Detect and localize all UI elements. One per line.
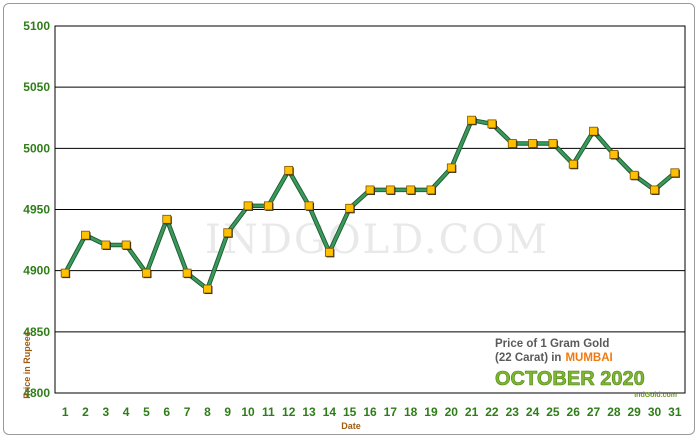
x-tick-31: 31	[668, 405, 682, 419]
data-point-19	[426, 185, 436, 195]
data-point-26	[568, 159, 578, 169]
data-point-7	[182, 268, 192, 278]
x-tick-8: 8	[204, 405, 211, 419]
data-point-1	[60, 268, 70, 278]
data-point-13	[304, 201, 314, 211]
data-point-22	[487, 119, 497, 129]
x-tick-12: 12	[282, 405, 296, 419]
x-tick-3: 3	[102, 405, 109, 419]
x-tick-22: 22	[485, 405, 499, 419]
y-tick-5000: 5000	[23, 141, 50, 155]
data-point-30	[650, 185, 659, 195]
chart-frame	[3, 3, 695, 435]
data-point-12	[284, 165, 294, 175]
x-tick-13: 13	[302, 405, 316, 419]
x-tick-11: 11	[262, 405, 275, 419]
x-tick-19: 19	[424, 405, 438, 419]
x-tick-23: 23	[506, 405, 520, 419]
x-tick-28: 28	[607, 405, 621, 419]
data-point-17	[385, 185, 395, 195]
caption-line1: Price of 1 Gram Gold	[495, 338, 609, 350]
x-tick-10: 10	[241, 405, 255, 419]
data-point-8	[203, 284, 212, 294]
x-tick-17: 17	[384, 405, 398, 419]
data-point-28	[609, 150, 619, 159]
caption-city: MUMBAI	[565, 352, 612, 364]
x-tick-15: 15	[343, 405, 357, 419]
data-point-6	[162, 214, 172, 224]
data-point-24	[528, 139, 537, 148]
data-point-14	[324, 247, 334, 257]
data-point-2	[81, 230, 90, 240]
caption-line2-prefix: (22 Carat) in	[495, 352, 561, 364]
data-point-5	[142, 268, 151, 278]
series-gold-price	[60, 115, 680, 295]
caption-line2: (22 Carat) in MUMBAI	[495, 352, 613, 364]
x-axis-title: Date	[341, 421, 361, 431]
data-point-4	[121, 240, 131, 250]
data-point-16	[365, 185, 375, 195]
x-tick-25: 25	[546, 405, 560, 419]
x-tick-1: 1	[62, 405, 69, 419]
data-point-29	[629, 170, 639, 180]
x-tick-14: 14	[323, 405, 337, 419]
watermark: INDGOLD.COM	[205, 217, 549, 263]
data-point-20	[446, 163, 456, 173]
data-point-21	[467, 115, 477, 125]
chart-caption: Price of 1 Gram Gold (22 Carat) in MUMBAI…	[495, 338, 677, 399]
y-tick-4850: 4850	[23, 325, 50, 339]
data-point-3	[101, 240, 111, 250]
x-tick-5: 5	[143, 405, 150, 419]
data-point-9	[223, 228, 233, 238]
data-point-10	[243, 201, 253, 211]
data-point-18	[406, 185, 416, 195]
caption-month: OCTOBER 2020	[495, 368, 645, 390]
y-tick-5100: 5100	[23, 19, 50, 33]
x-tick-18: 18	[404, 405, 418, 419]
y-tick-labels: 4800 4850 4900 4950 5000 5050 5100	[23, 19, 50, 400]
x-tick-20: 20	[445, 405, 459, 419]
data-point-25	[548, 139, 558, 148]
series-line	[64, 118, 676, 291]
x-tick-16: 16	[363, 405, 377, 419]
x-tick-6: 6	[163, 405, 170, 419]
x-tick-26: 26	[567, 405, 581, 419]
y-tick-4900: 4900	[23, 264, 50, 278]
x-tick-29: 29	[628, 405, 642, 419]
data-point-23	[507, 139, 517, 148]
data-point-11	[263, 201, 273, 211]
y-axis-title: Price in Rupees	[22, 331, 32, 399]
x-tick-27: 27	[587, 405, 601, 419]
x-tick-24: 24	[526, 405, 540, 419]
y-tick-5050: 5050	[23, 80, 50, 94]
data-point-31	[670, 168, 680, 178]
x-tick-2: 2	[82, 405, 89, 419]
plot-border	[54, 25, 686, 394]
x-tick-9: 9	[224, 405, 231, 419]
x-tick-labels: 1 2 3 4 5 6 7 8 9 10 11 12 13 14 15 16 17 18 19 20 21 22 23 24 2…	[62, 405, 682, 419]
y-tick-4800: 4800	[23, 386, 50, 400]
x-tick-30: 30	[648, 405, 662, 419]
x-tick-4: 4	[123, 405, 130, 419]
x-tick-7: 7	[184, 405, 191, 419]
data-point-15	[345, 203, 355, 213]
caption-site: IndGold.com	[634, 392, 677, 399]
data-point-27	[589, 126, 598, 136]
y-tick-4950: 4950	[23, 203, 50, 217]
x-tick-21: 21	[465, 405, 479, 419]
